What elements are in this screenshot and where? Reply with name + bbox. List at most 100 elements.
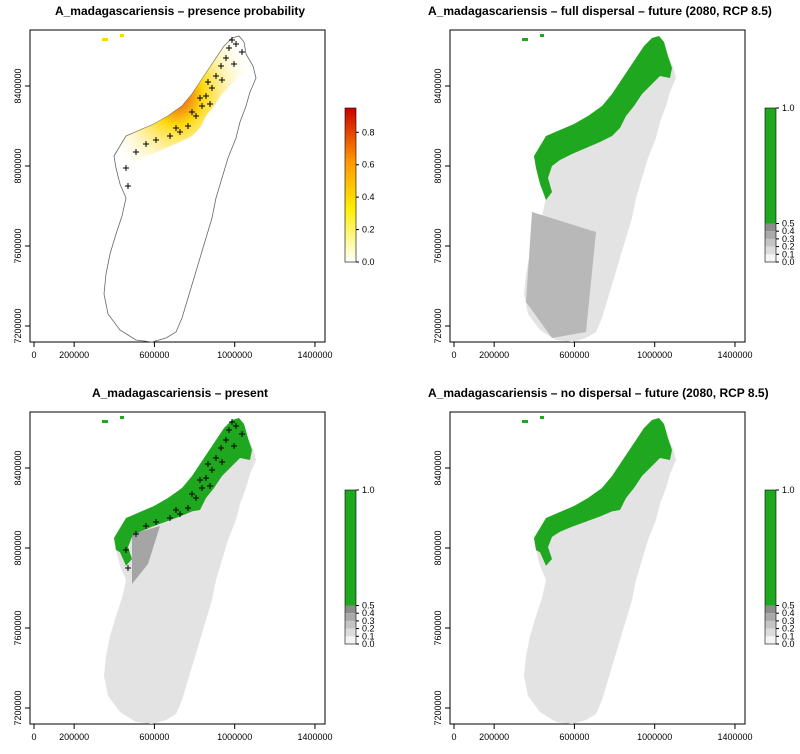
occurrence-marker (218, 445, 224, 451)
plot-frame (29, 29, 326, 343)
legend-colorbar (344, 107, 357, 263)
legend-swatch (765, 628, 776, 637)
legend-label: 0.8 (362, 127, 375, 137)
legend-label: 0.0 (782, 257, 795, 267)
occurrence-marker (231, 443, 237, 449)
occurrence-marker (189, 491, 195, 497)
legend-swatch (765, 231, 776, 239)
occurrence-marker (209, 85, 215, 91)
occurrence-marker (193, 113, 199, 119)
occurrence-marker (229, 419, 235, 425)
x-tick-label: 1400000 (297, 350, 332, 360)
y-tick-label: 7200000 (13, 690, 23, 725)
occurrence-marker (185, 123, 191, 129)
y-tick-label: 7200000 (13, 308, 23, 343)
occurrence-marker (123, 165, 129, 171)
x-tick-label: 600000 (139, 350, 169, 360)
map-panel-3: 0 200000 600000 1000000 1400000 7200000 760000… (13, 411, 375, 742)
legend-swatch (765, 613, 776, 621)
occurrence-marker (218, 63, 224, 69)
occurrence-marker (173, 125, 179, 131)
y-tick-label: 8000000 (433, 530, 443, 565)
x-tick-label: 600000 (559, 350, 589, 360)
x-tick-label: 1400000 (717, 732, 752, 742)
legend-swatch (345, 620, 356, 629)
suitable-area (114, 418, 252, 566)
occurrence-marker (123, 547, 129, 553)
legend-border (764, 107, 777, 263)
suitable-area (534, 36, 672, 200)
suitable-area (534, 418, 672, 566)
legend-label: 0.3 (782, 616, 795, 626)
occurrence-marker (207, 101, 213, 107)
occurrence-marker (231, 61, 237, 67)
legend-label: 0.2 (782, 624, 795, 634)
occurrence-marker (189, 109, 195, 115)
plot-frame (29, 411, 326, 725)
x-tick-label: 200000 (59, 732, 89, 742)
y-tick-label: 8400000 (433, 450, 443, 485)
occurrence-marker (219, 459, 225, 465)
legend-swatch (765, 490, 776, 606)
occurrence-marker (207, 483, 213, 489)
x-tick-label: 0 (32, 350, 37, 360)
occurrence-marker (203, 475, 209, 481)
x-tick-label: 600000 (139, 732, 169, 742)
legend-label: 0.5 (782, 601, 795, 611)
legend-border (344, 489, 357, 645)
islet (102, 38, 108, 41)
occurrence-marker (223, 437, 229, 443)
islet (540, 416, 544, 419)
occurrence-marker (197, 477, 203, 483)
occurrence-marker (193, 495, 199, 501)
occurrence-marker (229, 37, 235, 43)
map-panel-1: 0 200000 600000 1000000 1400000 7200000 760000… (13, 29, 375, 360)
legend-label: 0.6 (362, 160, 375, 170)
x-tick-label: 1400000 (297, 732, 332, 742)
panel-2-title: A_madagascariensis – full dispersal – fu… (428, 4, 772, 18)
islet (120, 416, 124, 419)
legend: 0.00.10.20.30.40.5 1.0 (344, 485, 375, 649)
legend-label: 0.4 (362, 192, 375, 202)
legend-label: 0.4 (782, 226, 795, 236)
occurrence-marker (177, 129, 183, 135)
legend-label: 0.0 (362, 639, 375, 649)
y-tick-label: 7600000 (13, 610, 23, 645)
occurrence-marker (153, 137, 159, 143)
legend-label: 1.0 (782, 103, 795, 113)
islet (102, 420, 108, 423)
island (103, 35, 257, 343)
legend-swatch (765, 605, 776, 614)
occurrence-marker (223, 55, 229, 61)
island (104, 418, 256, 724)
y-tick-label: 8400000 (433, 68, 443, 103)
occurrence-marker (143, 523, 149, 529)
x-tick-label: 200000 (59, 350, 89, 360)
legend: 0.00.10.20.30.40.5 1.0 (764, 485, 795, 649)
occurrence-marker (167, 515, 173, 521)
legend-swatch (765, 254, 776, 262)
occurrence-marker (173, 507, 179, 513)
occurrence-marker (199, 485, 205, 491)
probability-surface (114, 36, 252, 200)
legend-label: 0.3 (362, 616, 375, 626)
legend-label: 0.2 (362, 624, 375, 634)
legend-label: 0.4 (782, 608, 795, 618)
legend-label: 0.1 (782, 249, 795, 259)
y-tick-label: 7200000 (433, 308, 443, 343)
y-tick-label: 7600000 (433, 610, 443, 645)
legend-label: 0.5 (782, 219, 795, 229)
x-tick-label: 0 (452, 732, 457, 742)
islet (120, 34, 124, 37)
legend-label: 0.1 (362, 631, 375, 641)
x-tick-label: 1400000 (717, 350, 752, 360)
legend-label: 0.2 (362, 225, 375, 235)
occurrence-marker (177, 511, 183, 517)
y-tick-label: 7200000 (433, 690, 443, 725)
x-tick-label: 1000000 (637, 732, 672, 742)
occurrence-marker (203, 93, 209, 99)
plot-frame (449, 29, 746, 343)
legend-label: 0.5 (362, 601, 375, 611)
occurrence-marker (226, 427, 232, 433)
